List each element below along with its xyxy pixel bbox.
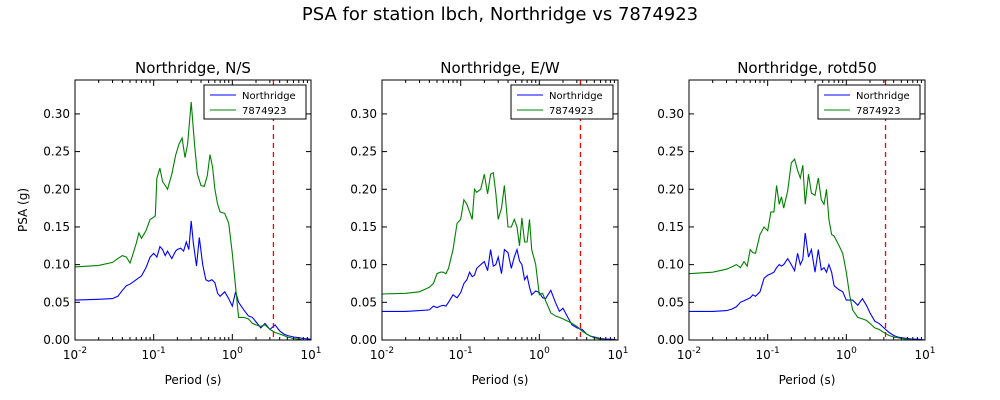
x-tick-label: 10-1 — [449, 346, 473, 362]
legend-label: 7874923 — [242, 106, 287, 117]
y-tick-label: 0.05 — [350, 295, 377, 309]
y-tick-label: 0.10 — [43, 258, 70, 272]
y-tick-label: 0.10 — [657, 258, 684, 272]
x-axis-label: Period (s) — [779, 373, 836, 387]
series-line-northridge — [382, 247, 618, 340]
x-tick-label: 10-2 — [63, 346, 87, 362]
y-axis-label: PSA (g) — [16, 188, 30, 232]
axes-frame — [74, 79, 312, 341]
y-tick-label: 0.25 — [350, 145, 377, 159]
y-tick-label: 0.25 — [657, 145, 684, 159]
subplot-ns: Northridge, N/S 0.00 0.05 0.10 0.15 0.20 0.25 0… — [16, 59, 322, 387]
x-tick-label: 100 — [222, 346, 243, 362]
plot-data-area — [382, 80, 618, 340]
y-tick-label: 0.30 — [350, 107, 377, 121]
y-tick-label: 0.15 — [350, 220, 377, 234]
series-line-simulation — [75, 101, 311, 340]
y-tick-label: 0.05 — [657, 295, 684, 309]
y-tick-label: 0.00 — [657, 333, 684, 347]
legend-box — [817, 84, 921, 120]
subplot-rotd50: Northridge, rotd50 0.00 0.05 0.10 0.15 0.20 0.… — [657, 59, 935, 387]
legend-box — [510, 84, 614, 120]
subplot-ew: Northridge, E/W 0.00 0.05 0.10 0.15 0.20 0.25 0… — [350, 59, 628, 387]
x-tick-label: 100 — [529, 346, 550, 362]
y-tick-label: 0.20 — [657, 182, 684, 196]
y-tick-label: 0.15 — [657, 220, 684, 234]
x-tick-label: 101 — [300, 346, 321, 362]
legend: Northridge 7874923 — [510, 84, 614, 120]
legend-label: 7874923 — [549, 106, 594, 117]
x-tick-label: 101 — [914, 346, 935, 362]
x-axis-label: Period (s) — [472, 373, 529, 387]
y-tick-label: 0.10 — [350, 258, 377, 272]
y-tick-label: 0.20 — [350, 182, 377, 196]
y-tick-label: 0.00 — [350, 333, 377, 347]
plot-data-area — [689, 80, 925, 340]
plot-data-area — [75, 80, 311, 340]
legend-label: 7874923 — [856, 106, 901, 117]
y-tick-label: 0.30 — [43, 107, 70, 121]
x-tick-label: 101 — [607, 346, 628, 362]
x-tick-label: 10-2 — [677, 346, 701, 362]
y-tick-label: 0.05 — [43, 295, 70, 309]
series-line-northridge — [75, 220, 311, 340]
x-tick-label: 10-1 — [142, 346, 166, 362]
y-tick-label: 0.25 — [43, 145, 70, 159]
x-axis-label: Period (s) — [165, 373, 222, 387]
legend-label: Northridge — [242, 91, 296, 102]
y-tick-label: 0.30 — [657, 107, 684, 121]
legend-label: Northridge — [549, 91, 603, 102]
x-tick-label: 10-2 — [370, 346, 394, 362]
axes-frame — [381, 79, 619, 341]
x-tick-label: 10-1 — [756, 346, 780, 362]
axes-frame — [688, 79, 926, 341]
legend-label: Northridge — [856, 91, 910, 102]
subplot-title: Northridge, E/W — [440, 59, 560, 77]
subplot-title: Northridge, N/S — [135, 59, 251, 77]
y-tick-label: 0.20 — [43, 182, 70, 196]
legend-box — [203, 84, 307, 120]
legend: Northridge 7874923 — [817, 84, 921, 120]
y-tick-label: 0.15 — [43, 220, 70, 234]
legend: Northridge 7874923 — [203, 84, 307, 120]
series-line-northridge — [689, 232, 925, 340]
x-tick-label: 100 — [836, 346, 857, 362]
subplot-title: Northridge, rotd50 — [737, 59, 877, 77]
series-line-simulation — [689, 157, 925, 340]
y-tick-label: 0.00 — [43, 333, 70, 347]
figure-title: PSA for station lbch, Northridge vs 7874… — [301, 4, 699, 25]
series-line-simulation — [382, 171, 618, 340]
